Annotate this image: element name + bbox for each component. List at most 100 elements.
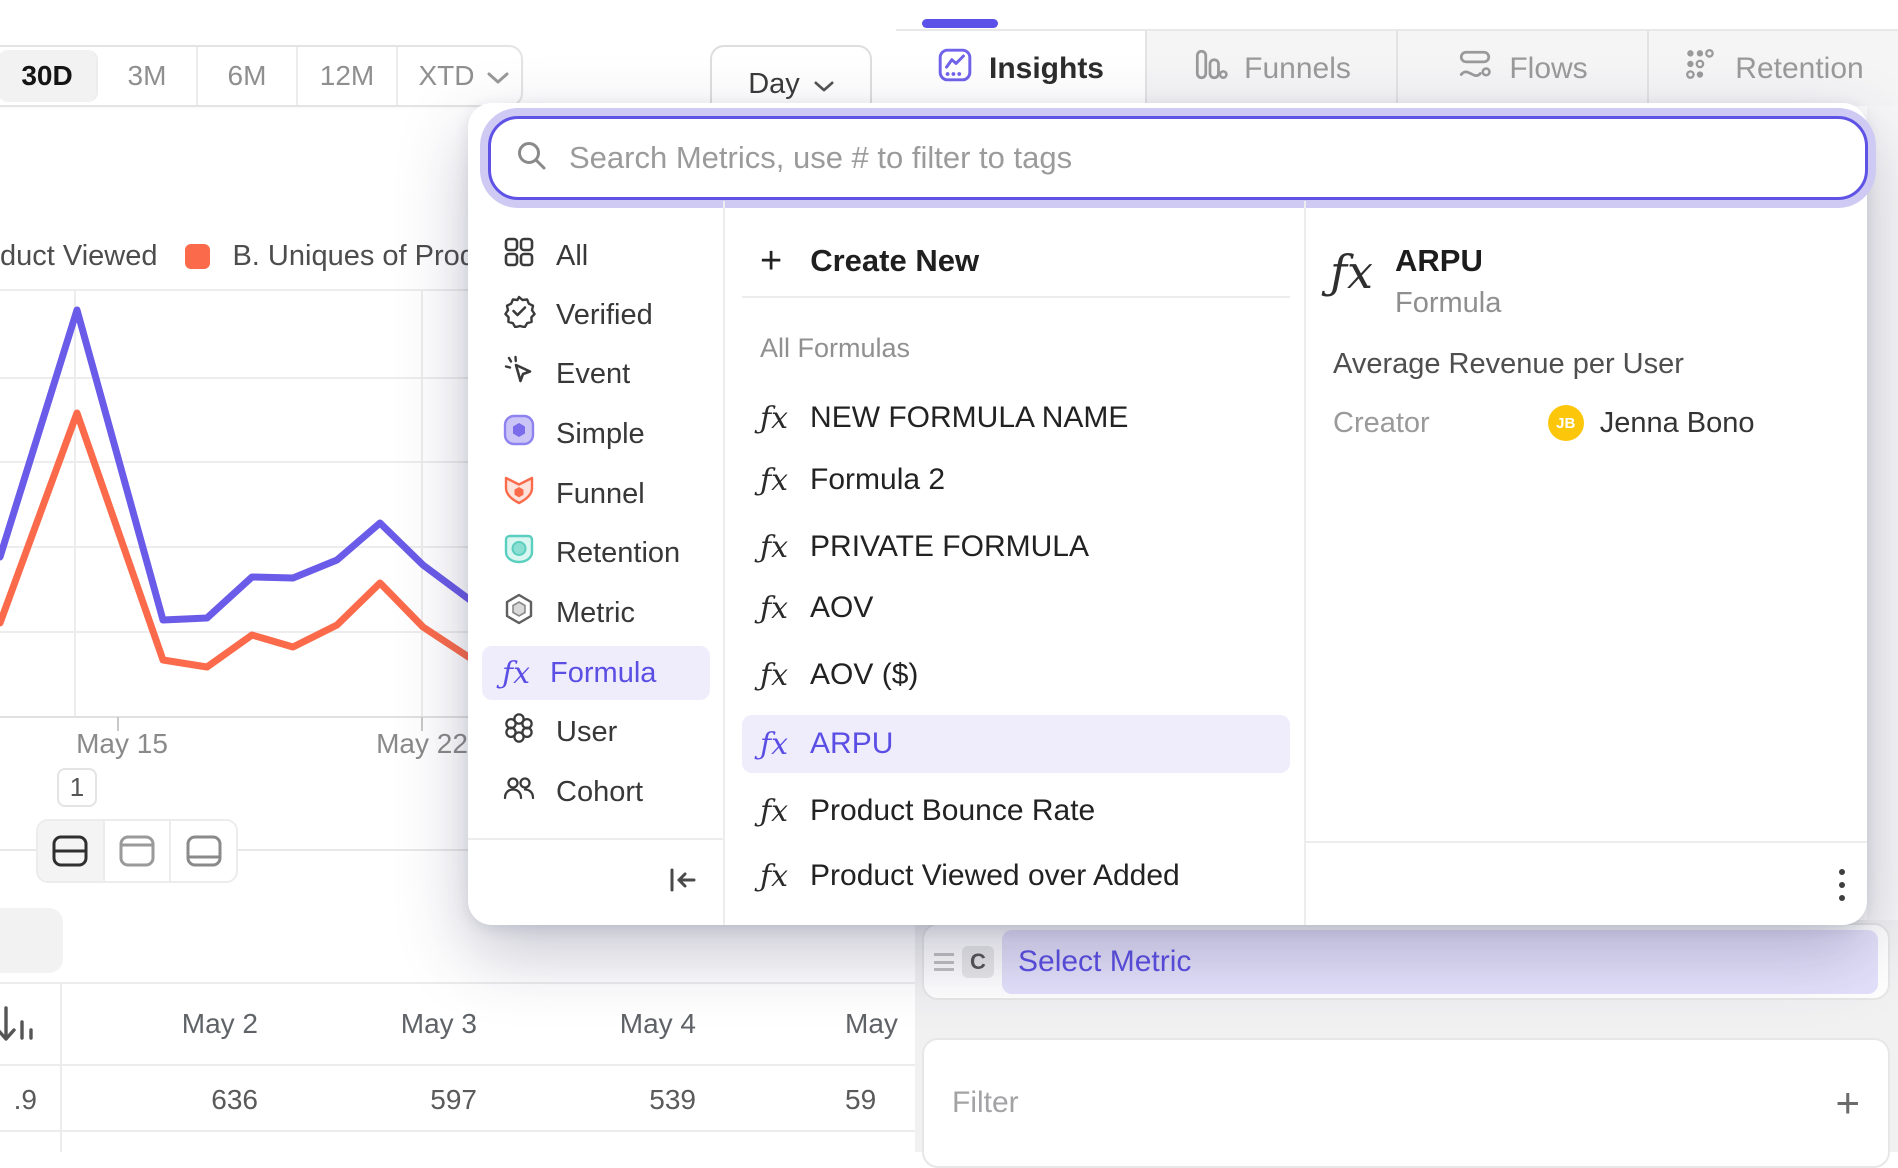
category-simple[interactable]: Simple: [482, 407, 710, 461]
metric-picker-panel: All Verified Event Simple Funnel Retenti…: [468, 103, 1867, 925]
tab-funnels-label: Funnels: [1244, 52, 1351, 86]
metric-clause-card: C Select Metric: [922, 923, 1890, 1000]
retention-metric-icon: [502, 532, 536, 574]
time-range-3m[interactable]: 3M: [98, 47, 198, 105]
fx-icon: ƒx: [760, 859, 788, 894]
time-range-xtd-label: XTD: [419, 60, 475, 92]
table-cell-clipped: 59: [845, 1084, 915, 1124]
category-label: Cohort: [556, 776, 643, 809]
sidebar-divider: [723, 201, 725, 925]
fx-icon: ƒx: [760, 591, 788, 626]
category-all[interactable]: All: [482, 229, 710, 283]
formula-item-product-viewed-over-added[interactable]: ƒx Product Viewed over Added: [742, 847, 1290, 905]
formula-item-label: Product Bounce Rate: [810, 794, 1095, 828]
tab-insights[interactable]: Insights: [896, 31, 1147, 106]
line-chart: [0, 280, 470, 750]
sort-descending-icon[interactable]: [0, 1004, 38, 1051]
category-metric[interactable]: Metric: [482, 586, 710, 640]
creator-name: Jenna Bono: [1600, 407, 1755, 440]
table-header-may4[interactable]: May 4: [476, 1008, 696, 1048]
formula-item-label: AOV: [810, 591, 873, 625]
formula-item-label: Product Viewed over Added: [810, 859, 1180, 893]
formula-item-product-bounce-rate[interactable]: ƒx Product Bounce Rate: [742, 782, 1290, 840]
funnels-icon: [1192, 47, 1228, 91]
fx-icon: ƒx: [760, 401, 788, 436]
formula-item-formula-2[interactable]: ƒx Formula 2: [742, 451, 1290, 509]
detail-footer-divider: [1304, 841, 1867, 843]
create-new-button[interactable]: + Create New: [760, 233, 979, 289]
table-row-group-chip[interactable]: [0, 908, 63, 973]
time-range-6m[interactable]: 6M: [198, 47, 298, 105]
select-metric-button[interactable]: Select Metric: [1002, 930, 1878, 994]
time-range-xtd[interactable]: XTD: [398, 47, 529, 105]
category-formula[interactable]: ƒx Formula: [482, 646, 710, 700]
layout-chart-top-button[interactable]: [105, 821, 172, 881]
table-cell-may4: 539: [476, 1084, 696, 1124]
drag-handle-icon[interactable]: [934, 953, 954, 971]
time-range-group: 30D 3M 6M 12M XTD: [0, 45, 523, 107]
formula-item-label: ARPU: [810, 727, 893, 761]
table-top-border: [0, 982, 915, 984]
formula-item-arpu[interactable]: ƒx ARPU: [742, 715, 1290, 773]
category-verified[interactable]: Verified: [482, 288, 710, 342]
collapse-sidebar-button[interactable]: [666, 865, 700, 900]
table-row-divider: [0, 1130, 915, 1132]
category-label: Funnel: [556, 478, 645, 511]
table-header-may3[interactable]: May 3: [257, 1008, 477, 1048]
formula-item-label: Formula 2: [810, 463, 945, 497]
category-label: Verified: [556, 299, 653, 332]
tab-retention[interactable]: Retention: [1649, 31, 1898, 106]
table-row-label: .9: [0, 1084, 37, 1124]
table-header-clipped[interactable]: May: [845, 1008, 915, 1048]
create-new-divider: [742, 296, 1290, 298]
detail-description: Average Revenue per User: [1333, 348, 1684, 381]
add-filter-button[interactable]: +: [1835, 1082, 1860, 1124]
category-user[interactable]: User: [482, 705, 710, 759]
grid-icon: [502, 235, 536, 277]
tab-flows-label: Flows: [1509, 52, 1587, 86]
more-options-button[interactable]: [1824, 865, 1860, 905]
formula-item-label: NEW FORMULA NAME: [810, 401, 1128, 435]
legend-series-b-swatch: [185, 244, 210, 269]
category-label: Metric: [556, 597, 635, 630]
layout-table-bottom-button[interactable]: [171, 821, 236, 881]
category-label: All: [556, 240, 588, 273]
fx-icon: ƒx: [760, 794, 788, 829]
verified-badge-icon: [502, 294, 536, 336]
fx-icon: ƒx: [760, 727, 788, 762]
tab-flows[interactable]: Flows: [1398, 31, 1649, 106]
category-cohort[interactable]: Cohort: [482, 765, 710, 819]
table-row-divider: [0, 1064, 915, 1066]
fx-icon: ƒx: [760, 463, 788, 498]
funnel-metric-icon: [502, 473, 536, 515]
legend-series-a-label[interactable]: duct Viewed: [0, 240, 157, 273]
clause-letter-badge: C: [962, 946, 994, 978]
layout-toggle-group: [36, 819, 238, 883]
pagination-page-1[interactable]: 1: [57, 768, 97, 807]
retention-icon: [1683, 47, 1719, 91]
table-cell-may3: 597: [257, 1084, 477, 1124]
series-a-line[interactable]: [0, 310, 470, 620]
table-header-may2[interactable]: May 2: [38, 1008, 258, 1048]
category-retention[interactable]: Retention: [482, 526, 710, 580]
select-metric-label: Select Metric: [1018, 945, 1191, 979]
formula-item-aov[interactable]: ƒx AOV: [742, 579, 1290, 637]
formula-item-new-formula-name[interactable]: ƒx NEW FORMULA NAME: [742, 389, 1290, 447]
category-event[interactable]: Event: [482, 347, 710, 401]
detail-type: Formula: [1395, 287, 1501, 320]
layout-split-horizontal-button[interactable]: [38, 821, 105, 881]
search-input[interactable]: [569, 140, 1769, 176]
detail-title: ARPU: [1395, 243, 1483, 279]
granularity-label: Day: [748, 68, 800, 101]
plus-icon: +: [760, 240, 782, 283]
cursor-click-icon: [502, 353, 536, 395]
time-range-30d[interactable]: 30D: [0, 50, 98, 102]
category-funnel[interactable]: Funnel: [482, 467, 710, 521]
filter-section: Filter +: [922, 1038, 1890, 1168]
tab-funnels[interactable]: Funnels: [1147, 31, 1398, 106]
category-label: Simple: [556, 418, 645, 451]
time-range-12m[interactable]: 12M: [298, 47, 398, 105]
